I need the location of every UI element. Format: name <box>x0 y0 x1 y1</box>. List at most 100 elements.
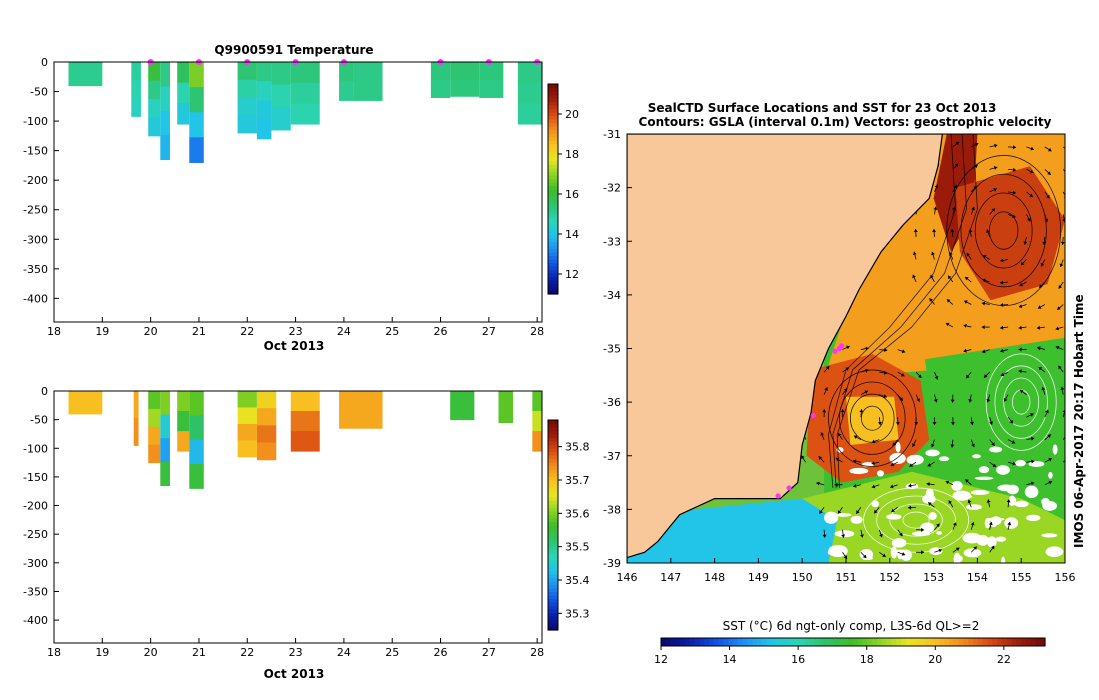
x-tick-label: 21 <box>192 646 206 659</box>
sst-map: 146 147 148 149 150 151 152 153 154 155 156 -31 -32… <box>603 128 1075 584</box>
colorbar-segment <box>548 591 558 596</box>
cloud-gap <box>952 490 972 501</box>
velocity-arrowhead <box>846 345 850 350</box>
velocity-vector <box>1062 436 1065 440</box>
cloud-gap <box>886 514 902 520</box>
cloud-gap <box>1001 556 1006 563</box>
cloud-gap <box>1052 444 1058 455</box>
colorbar-segment <box>548 570 558 575</box>
cloud-gap <box>989 446 1003 453</box>
colorbar-tick-label: 12 <box>565 268 579 281</box>
cloud-gap <box>1045 546 1064 558</box>
sst-region-eddy-core <box>846 396 899 445</box>
velocity-arrowhead <box>1060 241 1065 245</box>
profile-cell <box>68 73 103 87</box>
colorbar-segment <box>548 423 558 428</box>
colorbar-segment <box>548 542 558 547</box>
profile-8 <box>271 62 291 131</box>
velocity-arrowhead <box>971 207 975 211</box>
velocity-arrowhead <box>1018 369 1022 374</box>
velocity-arrowhead <box>950 444 955 448</box>
profile-cell <box>160 62 170 87</box>
velocity-arrowhead <box>1000 372 1005 377</box>
velocity-arrowhead <box>890 484 894 489</box>
gsla-contour-ring <box>889 503 943 537</box>
colorbar-segment <box>548 84 558 89</box>
profile-6 <box>237 62 257 134</box>
velocity-arrowhead <box>913 229 918 233</box>
colorbar-segment <box>548 206 558 211</box>
colorbar-segment <box>968 638 974 646</box>
cloud-gap <box>1041 533 1058 538</box>
profile-0 <box>68 62 103 87</box>
velocity-arrowhead <box>955 141 960 146</box>
profile-cell <box>189 137 204 163</box>
colorbar-segment <box>548 539 558 544</box>
y-tick-label: -200 <box>23 500 48 513</box>
velocity-arrowhead <box>927 463 932 467</box>
colorbar-segment <box>548 430 558 435</box>
profile-4 <box>177 62 190 125</box>
x-tick-label: 26 <box>434 325 448 338</box>
velocity-arrowhead <box>934 184 939 189</box>
colorbar-segment <box>548 602 558 607</box>
profile-cell <box>479 62 504 81</box>
sal-plot-frame <box>53 390 543 644</box>
velocity-arrowhead <box>968 229 973 233</box>
colorbar-segment <box>548 199 558 204</box>
cloud-gap <box>850 515 863 524</box>
colorbar-segment <box>548 500 558 505</box>
colorbar-segment <box>548 549 558 554</box>
colorbar-segment <box>548 448 558 453</box>
velocity-vector <box>1062 191 1065 197</box>
velocity-arrowhead <box>912 443 916 447</box>
temperature-section-plot: 18 19 20 21 22 23 24 25 26 27 28 0 -50 -100 -150 -200 -… <box>23 56 544 338</box>
x-tick-label: 21 <box>192 325 206 338</box>
y-tick-label: -250 <box>23 528 48 541</box>
velocity-arrowhead <box>1048 147 1052 152</box>
cloud-gap <box>951 480 963 491</box>
profile-cell <box>290 82 320 104</box>
velocity-arrowhead <box>966 374 970 379</box>
colorbar-segment <box>548 521 558 526</box>
colorbar-tick-label: 20 <box>928 653 942 666</box>
velocity-arrowhead <box>931 251 935 256</box>
velocity-arrowhead <box>948 275 952 280</box>
velocity-arrowhead <box>865 346 869 351</box>
colorbar-tick-label: 35.6 <box>565 507 590 520</box>
profile-cell <box>160 414 170 439</box>
lon-tick-label: 156 <box>1055 571 1076 584</box>
x-tick-label: 25 <box>385 325 399 338</box>
velocity-arrowhead <box>1023 241 1028 245</box>
profile-cell <box>290 431 320 452</box>
velocity-arrowhead <box>843 388 848 392</box>
lon-tick-label: 146 <box>617 571 638 584</box>
velocity-arrowhead <box>899 532 903 537</box>
colorbar-segment <box>718 638 724 646</box>
colorbar-segment <box>548 192 558 197</box>
colorbar-segment <box>548 105 558 110</box>
colorbar-segment <box>548 616 558 621</box>
profile-cell <box>189 391 204 416</box>
profile-cell <box>450 391 475 406</box>
y-tick-label: -300 <box>23 557 48 570</box>
gsla-contour-ring <box>876 495 956 545</box>
x-tick-label: 20 <box>144 646 158 659</box>
velocity-arrowhead <box>981 301 986 306</box>
imos-stamp: IMOS 06-Apr-2017 20:17 Hobart Time <box>1072 294 1086 548</box>
profile-cell <box>517 62 542 84</box>
velocity-arrowhead <box>954 163 959 167</box>
profile-12 <box>532 391 542 452</box>
velocity-arrowhead <box>973 186 977 190</box>
colorbar-segment <box>548 283 558 288</box>
profile-cell <box>256 119 272 140</box>
colorbar-segment <box>548 143 558 148</box>
colorbar-segment <box>689 638 696 646</box>
velocity-arrowhead <box>825 366 830 370</box>
salinity-profiles <box>68 391 542 489</box>
lon-tick-label: 148 <box>704 571 725 584</box>
colorbar-segment <box>548 112 558 117</box>
profile-cell <box>256 408 277 426</box>
colorbar-segment <box>723 638 729 646</box>
